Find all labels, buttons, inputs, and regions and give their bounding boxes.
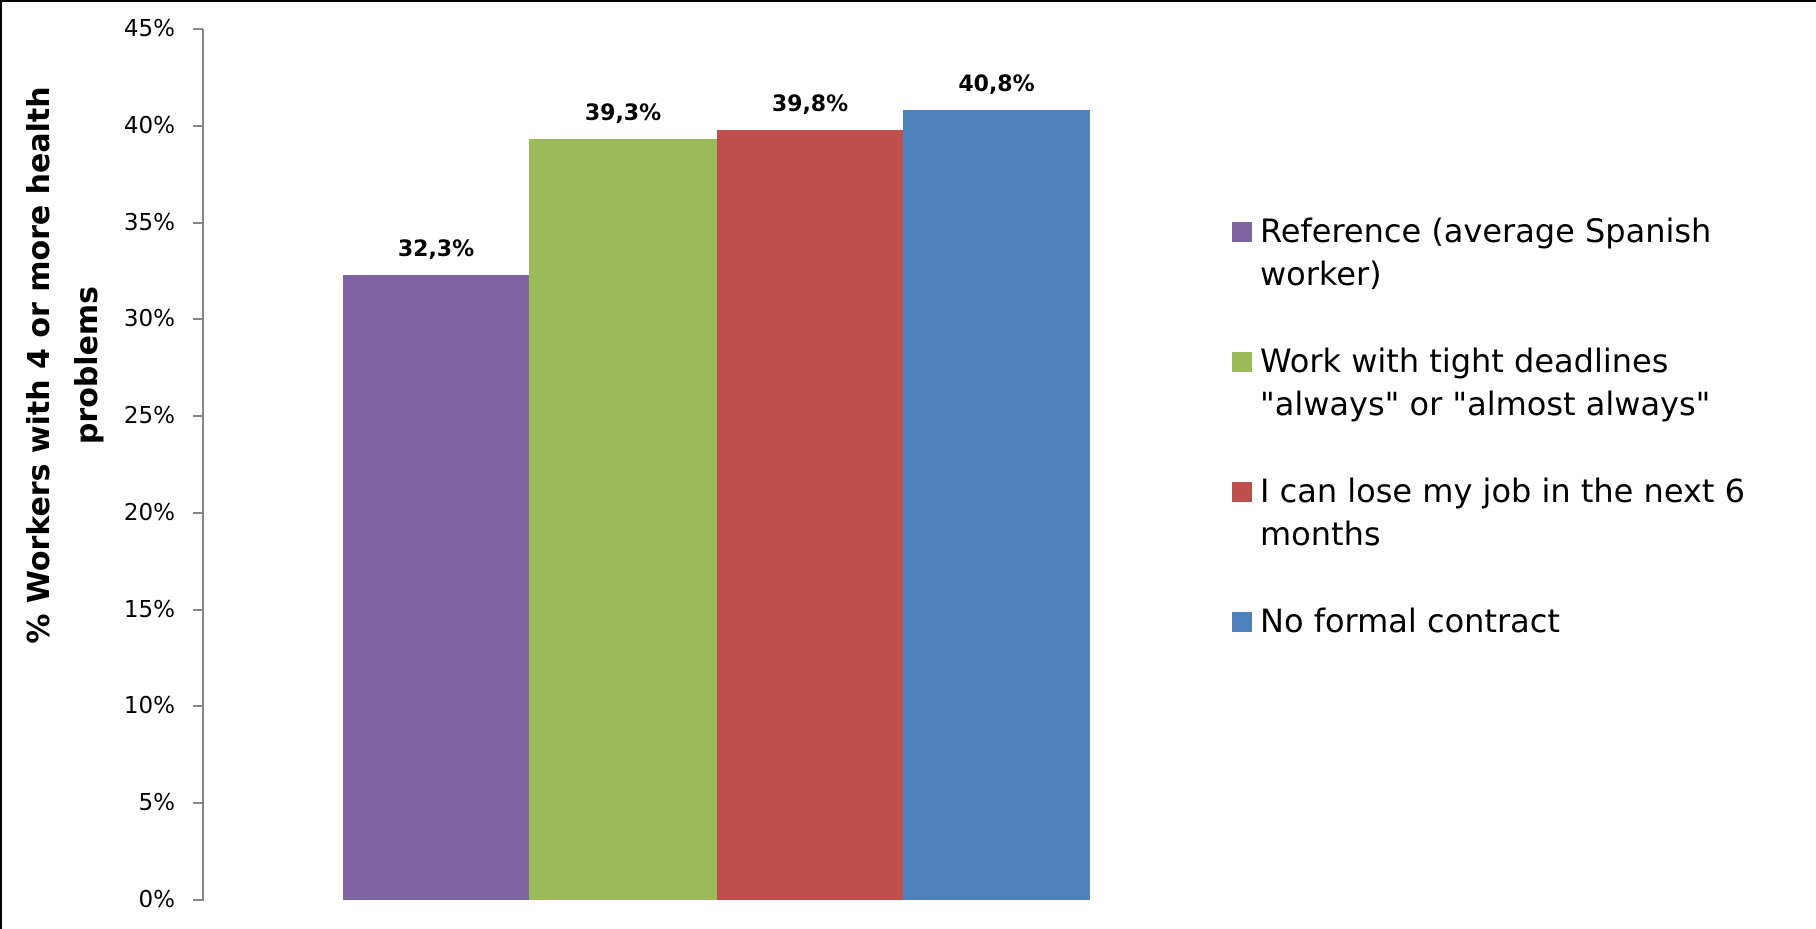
legend-label-line: months xyxy=(1260,515,1381,553)
bar-data-label: 39,3% xyxy=(584,101,662,127)
legend-label: Reference (average Spanish worker) xyxy=(1260,210,1780,296)
legend-label-line: No formal contract xyxy=(1260,602,1560,640)
y-tick xyxy=(193,511,203,514)
y-tick-label: 30% xyxy=(123,306,175,333)
bar-series-3 xyxy=(717,129,903,900)
y-tick-label: 10% xyxy=(123,693,175,720)
legend-label-line: Reference (average Spanish xyxy=(1260,212,1712,250)
bar-series-4 xyxy=(903,110,1090,900)
y-tick xyxy=(193,318,203,321)
y-tick-label: 20% xyxy=(123,499,175,526)
y-tick xyxy=(193,608,203,611)
y-tick xyxy=(193,705,203,708)
y-tick-label: 5% xyxy=(138,790,176,817)
legend-item: I can lose my job in the next 6 months xyxy=(1232,470,1780,556)
bar-data-label: 39,8% xyxy=(771,91,849,117)
legend-item: Reference (average Spanish worker) xyxy=(1232,210,1780,296)
y-tick-label: 45% xyxy=(123,16,175,42)
y-axis-title-line-1: % Workers with 4 or more health xyxy=(22,86,57,644)
y-tick xyxy=(193,124,203,127)
legend-swatch xyxy=(1232,222,1252,242)
legend-item: No formal contract xyxy=(1232,600,1780,643)
legend-label-line: worker) xyxy=(1260,255,1382,293)
bar-series-2 xyxy=(529,139,717,900)
legend-item: Work with tight deadlines "always" or "al… xyxy=(1232,340,1780,426)
y-tick-label: 15% xyxy=(123,596,175,623)
legend-label: Work with tight deadlines "always" or "al… xyxy=(1260,340,1780,426)
y-tick-label: 25% xyxy=(123,403,175,430)
legend-label-line: I can lose my job in the next 6 xyxy=(1260,472,1745,510)
legend-swatch xyxy=(1232,482,1252,502)
bar-data-label: 40,8% xyxy=(958,72,1035,98)
legend-label-line: "always" or "almost always" xyxy=(1260,385,1711,423)
legend-label: No formal contract xyxy=(1260,600,1780,643)
legend-label-line: Work with tight deadlines xyxy=(1260,342,1669,380)
y-tick xyxy=(193,899,203,901)
y-tick xyxy=(193,415,203,418)
bar-series-1 xyxy=(343,274,529,900)
legend-swatch xyxy=(1232,612,1252,632)
y-tick-label: 40% xyxy=(123,112,175,139)
y-tick xyxy=(193,28,203,30)
legend-swatch xyxy=(1232,352,1252,372)
y-axis-line xyxy=(202,29,204,901)
y-tick-label: 0% xyxy=(138,887,176,913)
y-tick-label: 35% xyxy=(123,209,175,236)
y-tick xyxy=(193,221,203,224)
y-tick xyxy=(193,802,203,805)
legend-label: I can lose my job in the next 6 months xyxy=(1260,470,1780,556)
bar-data-label: 32,3% xyxy=(397,236,475,262)
y-axis-title-line-2: problems xyxy=(70,285,105,445)
